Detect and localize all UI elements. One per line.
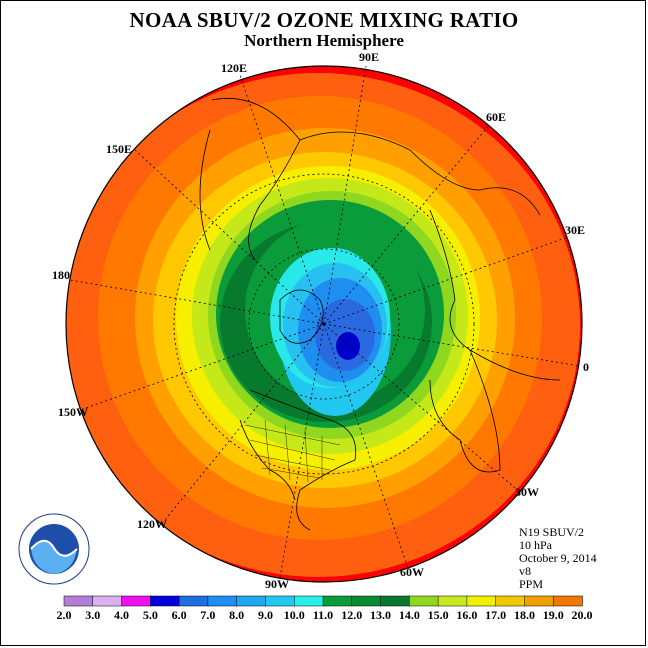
- lon-label-120w: 120W: [137, 517, 167, 531]
- colorbar-swatch: [437, 595, 468, 607]
- lon-label-60w: 60W: [400, 565, 424, 579]
- lon-label-180: 180: [52, 268, 70, 282]
- colorbar-tick-label: 17.0: [485, 608, 507, 622]
- colorbar-tick-label: 10.0: [283, 608, 305, 622]
- colorbar-swatch: [265, 595, 295, 607]
- lon-label-60e: 60E: [486, 110, 507, 124]
- lon-label-90w: 90W: [265, 577, 289, 591]
- colorbar-swatch: [466, 595, 497, 607]
- colorbar-swatch: [63, 595, 94, 607]
- colorbar-tick-label: 3.0: [85, 608, 101, 622]
- colorbar-swatch: [351, 595, 382, 607]
- colorbar-tick-label: 12.0: [341, 608, 363, 622]
- colorbar-swatch: [92, 595, 123, 607]
- colorbar-tick-label: 8.0: [229, 608, 245, 622]
- colorbar-swatch: [236, 595, 267, 607]
- lon-label-30e: 30E: [565, 223, 586, 237]
- colorbar-swatch: [552, 595, 583, 607]
- colorbar-tick-label: 9.0: [257, 608, 273, 622]
- colorbar-tick-label: 5.0: [142, 608, 158, 622]
- page-title: NOAA SBUV/2 OZONE MIXING RATIO: [129, 8, 519, 32]
- colorbar-tick-label: 7.0: [200, 608, 216, 622]
- colorbar-tick-label: 15.0: [427, 608, 449, 622]
- coastlines: [199, 97, 561, 531]
- colorbar-tick-label: 4.0: [114, 608, 130, 622]
- colorbar-tick-label: 13.0: [370, 608, 392, 622]
- colorbar: [63, 595, 583, 607]
- lon-label-120e: 120E: [221, 61, 248, 75]
- colorbar-swatch: [322, 595, 353, 607]
- colorbar-tick-label: 16.0: [456, 608, 478, 622]
- colorbar-swatch: [524, 595, 554, 607]
- pressure-label: 10 hPa: [519, 538, 552, 552]
- lon-label-90e: 90E: [359, 50, 380, 64]
- colorbar-swatch: [178, 595, 209, 607]
- colorbar-swatch: [409, 595, 439, 607]
- colorbar-tick-label: 11.0: [312, 608, 334, 622]
- colorbar-tick-label: 18.0: [513, 608, 535, 622]
- colorbar-swatch: [150, 595, 180, 607]
- page-subtitle: Northern Hemisphere: [244, 31, 404, 50]
- colorbar-swatch: [380, 595, 411, 607]
- graticule: [69, 65, 581, 579]
- lon-label-30w: 30W: [515, 485, 539, 499]
- colorbar-tick-label: 19.0: [542, 608, 564, 622]
- date-label: October 9, 2014: [519, 551, 597, 565]
- colorbar-swatch: [121, 595, 152, 607]
- version-label: v8: [519, 564, 531, 578]
- map-boundary: [65, 65, 583, 583]
- colorbar-tick-label: 20.0: [571, 608, 593, 622]
- lon-label-150e: 150E: [106, 142, 133, 156]
- units-label: PPM: [519, 577, 544, 591]
- satellite-label: N19 SBUV/2: [519, 525, 585, 539]
- colorbar-tick-label: 6.0: [171, 608, 187, 622]
- state-borders: [244, 419, 341, 483]
- noaa-logo: [18, 513, 90, 585]
- lon-label-150w: 150W: [58, 405, 88, 419]
- colorbar-tick-label: 14.0: [398, 608, 420, 622]
- colorbar-swatch: [293, 595, 324, 607]
- lon-label-0: 0: [583, 360, 589, 374]
- colorbar-swatch: [495, 595, 526, 607]
- colorbar-swatch: [207, 595, 238, 607]
- colorbar-tick-label: 2.0: [56, 608, 72, 622]
